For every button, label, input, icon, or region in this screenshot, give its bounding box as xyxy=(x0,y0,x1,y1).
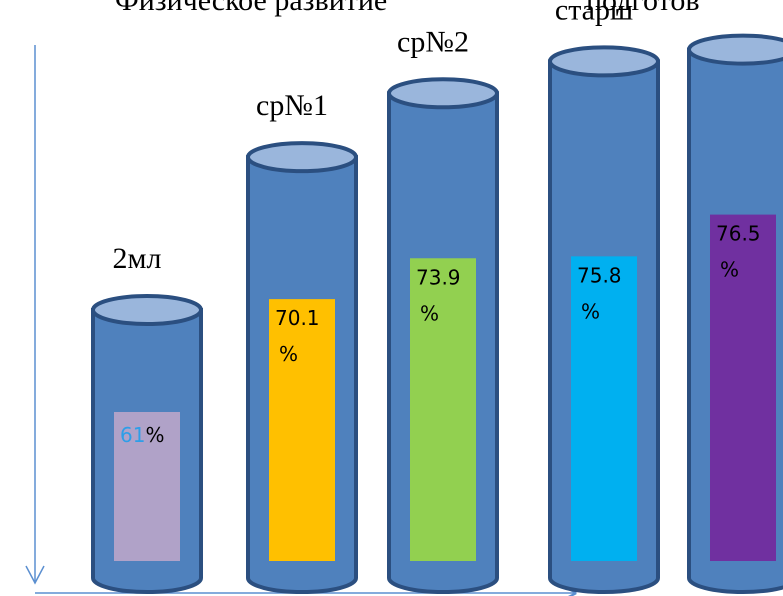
value-panel-3 xyxy=(410,258,476,561)
value-panel-2 xyxy=(269,299,335,561)
value-panel-5 xyxy=(710,214,776,561)
bar-top-1 xyxy=(91,294,203,326)
data-label-unit-4: % xyxy=(581,299,600,323)
data-label-4: 75.8 xyxy=(577,263,622,287)
chart-title-right: подготов xyxy=(586,0,700,17)
bar-top-2 xyxy=(246,141,358,174)
data-label-unit-2: % xyxy=(279,342,298,366)
chart-title-left: Физическое развитие xyxy=(115,0,387,17)
bar-top-5 xyxy=(687,33,783,66)
bar-top-3 xyxy=(387,77,499,110)
data-label-2: 70.1 xyxy=(275,306,320,330)
y-axis-arrow-icon xyxy=(25,565,45,585)
data-label-3: 73.9 xyxy=(416,265,461,289)
category-label-3: ср№2 xyxy=(397,25,469,58)
data-label-unit-5: % xyxy=(720,258,739,282)
category-label-2: ср№1 xyxy=(256,89,328,122)
category-label-1: 2мл xyxy=(113,242,162,275)
value-panel-1 xyxy=(114,412,180,561)
bar-top-4 xyxy=(548,45,660,78)
data-label-1: 61% xyxy=(120,423,164,447)
data-label-5: 76.5 xyxy=(716,222,761,246)
value-panel-4 xyxy=(571,256,637,561)
bars-group: 61% 2мл 70.1% ср№1 73.9% ср№2 75.8% старш 76.5% xyxy=(91,0,783,594)
category-label-4: старш xyxy=(555,0,633,26)
data-label-unit-3: % xyxy=(420,301,439,325)
